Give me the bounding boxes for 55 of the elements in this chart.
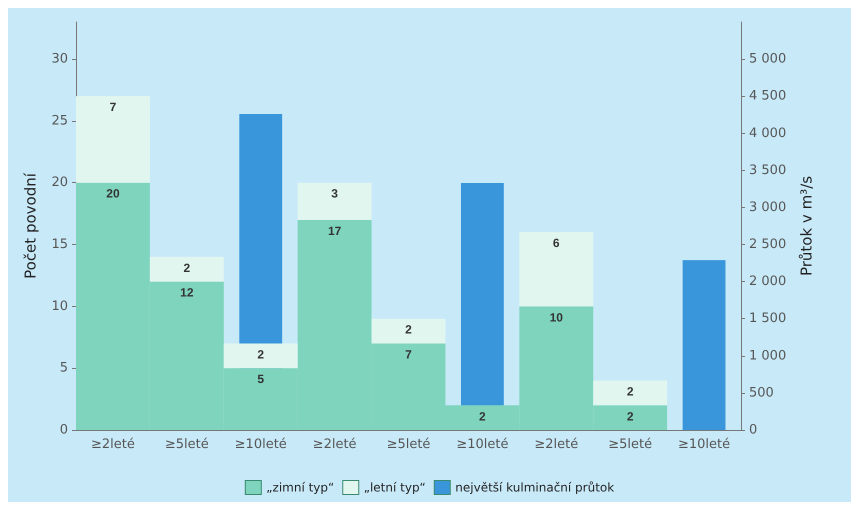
- y2-tick-label: 500: [749, 385, 774, 400]
- data-label: 2: [626, 409, 634, 424]
- legend-label: největší kulminační průtok: [455, 480, 614, 494]
- data-label: 6: [552, 236, 560, 250]
- bar: [298, 182, 372, 220]
- data-label: 2: [405, 322, 412, 337]
- y-tick-label: 15: [51, 237, 68, 252]
- data-label: 3: [331, 186, 338, 201]
- bar: [76, 96, 150, 183]
- bar: [519, 232, 594, 306]
- y2-tick-label: 2 000: [749, 274, 786, 290]
- legend-label: „zimní typ“: [266, 480, 334, 494]
- data-label: 2: [626, 384, 634, 399]
- x-tick-label: ≥10leté: [234, 437, 287, 452]
- bar: [372, 318, 446, 344]
- y2-tick-label: 1 000: [749, 348, 786, 364]
- x-tick-label: ≥2leté: [534, 437, 578, 452]
- y-tick-label: 10: [51, 298, 68, 314]
- legend-label: „letní typ“: [364, 480, 426, 494]
- data-label: 2: [257, 347, 264, 362]
- data-label: 5: [257, 372, 264, 386]
- data-label: 7: [405, 347, 412, 362]
- bar: [682, 260, 726, 430]
- data-label: 2: [479, 409, 486, 424]
- x-tick-label: ≥10leté: [456, 437, 508, 452]
- y-tick-label: 30: [51, 52, 68, 67]
- y-axis-title: Počet povodní: [22, 172, 40, 279]
- y2-tick-label: 4 500: [749, 88, 786, 104]
- data-label: 20: [106, 186, 120, 201]
- y2-tick-label: 3 000: [749, 200, 786, 215]
- data-label: 10: [550, 310, 564, 324]
- bar: [150, 256, 224, 282]
- y2-tick-label: 2 500: [749, 237, 786, 252]
- y-tick-label: 25: [51, 113, 68, 128]
- y2-tick-label: 5 000: [749, 52, 786, 67]
- y2-tick-label: 1 500: [749, 311, 786, 326]
- bar: [224, 343, 298, 368]
- y2-tick-label: 0: [749, 422, 758, 438]
- x-tick-label: ≥5leté: [608, 437, 652, 452]
- x-tick-label: ≥5leté: [164, 437, 209, 452]
- y2-axis-title: Průtok v m³/s: [798, 176, 816, 276]
- y-tick-label: 0: [60, 422, 68, 438]
- data-label: 7: [110, 100, 117, 114]
- x-tick-label: ≥5leté: [386, 437, 430, 452]
- bar: [593, 380, 668, 406]
- y2-tick-label: 3 500: [749, 162, 786, 178]
- y2-tick-label: 4 000: [749, 126, 786, 141]
- data-label: 2: [183, 260, 190, 275]
- x-tick-label: ≥2leté: [91, 437, 135, 452]
- x-tick-label: ≥10leté: [678, 437, 730, 452]
- data-label: 17: [328, 224, 342, 238]
- y-tick-label: 20: [51, 175, 68, 190]
- x-tick-label: ≥2leté: [312, 437, 357, 452]
- data-label: 12: [180, 286, 194, 300]
- y-tick-label: 5: [60, 360, 68, 376]
